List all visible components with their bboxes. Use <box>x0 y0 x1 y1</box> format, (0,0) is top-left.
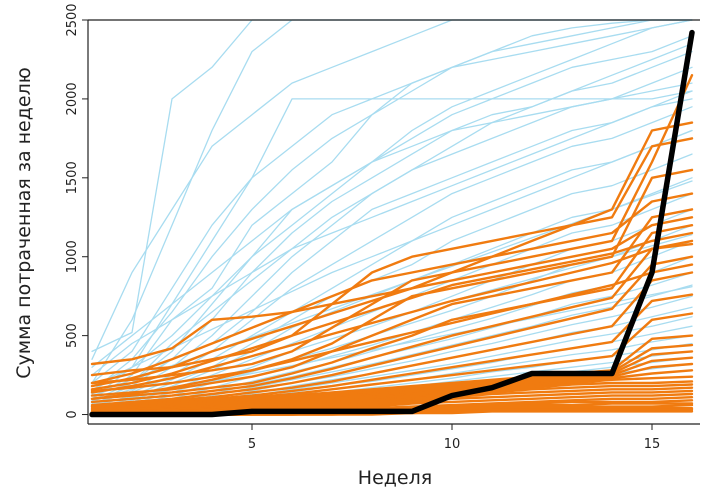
y-tick-label: 1500 <box>65 161 80 194</box>
blue-series-line <box>91 129 693 387</box>
blue-series-line <box>91 177 693 411</box>
blue-series-line <box>91 50 693 403</box>
y-tick-label: 2500 <box>65 3 80 36</box>
orange-series-line <box>90 192 694 385</box>
orange-series-line <box>90 255 694 407</box>
axes: 0 500 1000 1500 2000 2500 5 10 15 <box>65 3 700 452</box>
orange-series-line <box>90 231 694 391</box>
x-tick-label: 10 <box>444 437 461 452</box>
orange-series-line <box>90 239 694 404</box>
highlighted-series-line <box>89 29 695 418</box>
blue-series-line <box>91 19 693 353</box>
blue-series-line <box>91 19 693 400</box>
y-tick-label: 1000 <box>65 240 80 273</box>
blue-series-line <box>91 19 693 392</box>
orange-series-line <box>90 271 694 408</box>
orange-series-line <box>90 362 694 415</box>
y-tick-label: 0 <box>65 410 80 418</box>
blue-series-line <box>91 82 693 368</box>
x-tick-label: 5 <box>248 437 256 452</box>
orange-series-line <box>90 137 694 377</box>
highlighted-series-group <box>89 29 695 418</box>
x-axis-title: Неделя <box>358 467 432 489</box>
blue-series-line <box>91 98 693 376</box>
y-tick-label: 500 <box>65 323 80 348</box>
orange-series-line <box>90 208 694 397</box>
y-tick-label: 2000 <box>65 82 80 115</box>
orange-series-line <box>90 223 694 400</box>
blue-series-line <box>91 129 693 408</box>
blue-series-line <box>91 90 693 401</box>
blue-series-line <box>91 43 693 408</box>
orange-series-line <box>90 293 694 410</box>
blue-series-line <box>91 19 693 400</box>
x-tick-label: 15 <box>644 437 661 452</box>
orange-series-line <box>90 375 694 416</box>
orange-series-line <box>90 242 694 394</box>
orange-series-line <box>90 312 694 411</box>
orange-series-line <box>90 168 694 393</box>
blue-series-line <box>91 153 693 409</box>
blue-series-line <box>91 19 693 384</box>
orange-series-line <box>90 263 694 400</box>
y-axis-title: Сумма потраченная за неделю <box>13 67 35 378</box>
orange-series-line <box>90 216 694 388</box>
